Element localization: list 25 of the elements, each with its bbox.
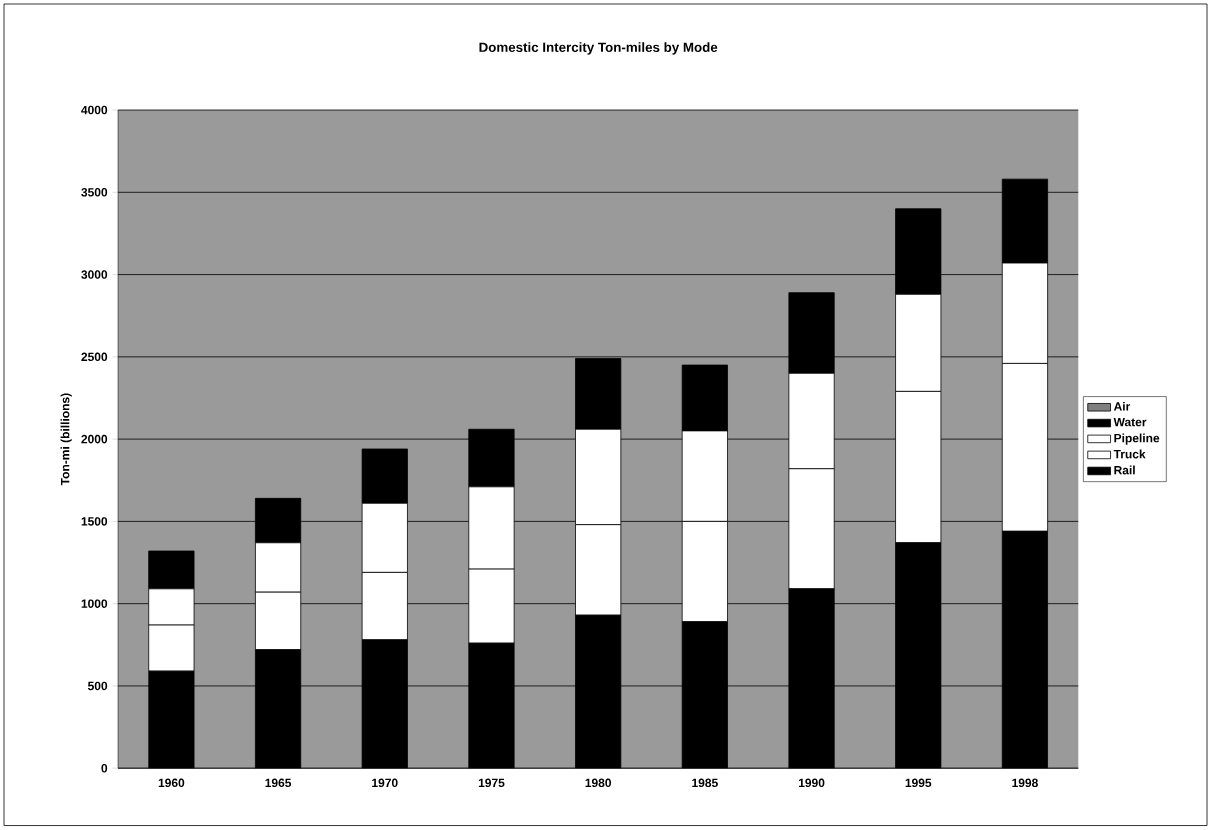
legend-label: Truck (1113, 449, 1146, 459)
x-tick-label: 1975 (478, 778, 505, 788)
x-tick-label: 1985 (692, 778, 718, 788)
x-tick-label: 1960 (158, 778, 185, 788)
legend-label: Rail (1114, 465, 1135, 475)
x-tick-label: 1980 (585, 778, 612, 788)
y-tick-label: 3500 (81, 188, 108, 197)
y-tick-label: 2500 (81, 352, 108, 362)
legend-label: Water (1113, 418, 1147, 427)
legend-label: Pipeline (1114, 433, 1160, 445)
y-tick-label: 1500 (81, 517, 108, 526)
y-tick-label: 3000 (81, 270, 108, 280)
y-tick-label: 4000 (81, 105, 108, 115)
x-tick-label: 1990 (798, 778, 825, 788)
legend-label: Air (1113, 402, 1131, 411)
y-tick-label: 500 (87, 681, 108, 691)
x-tick-label: 1970 (372, 778, 398, 788)
y-tick-label: 0 (101, 764, 108, 773)
x-tick-label: 1965 (265, 778, 292, 788)
y-tick-label: 1000 (81, 599, 108, 609)
x-tick-label: 1998 (1012, 778, 1038, 788)
chart-title: Domestic Intercity Ton-miles by Mode (479, 42, 718, 55)
y-tick-label: 2000 (81, 435, 108, 444)
y-axis-title: Ton-mi (billions) (60, 393, 72, 486)
x-tick-label: 1995 (905, 778, 932, 788)
